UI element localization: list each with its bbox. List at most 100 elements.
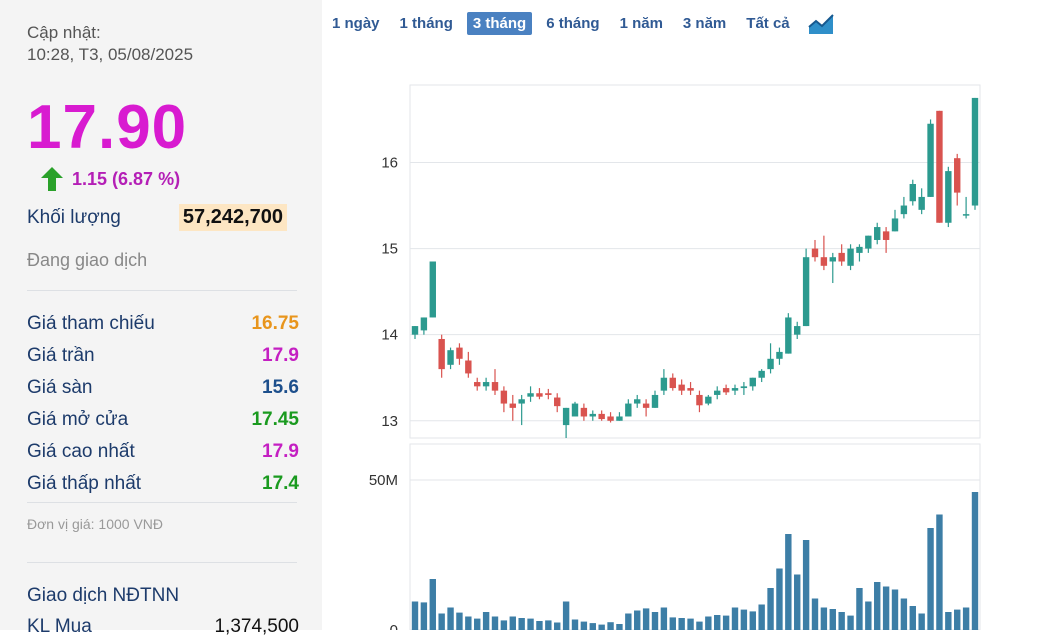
range-button[interactable]: 3 năm bbox=[682, 15, 727, 32]
volume-bar bbox=[829, 609, 836, 630]
volume-bar bbox=[545, 620, 552, 630]
volume-bar bbox=[847, 615, 854, 630]
volume-bar bbox=[429, 579, 436, 630]
stat-row: Giá thấp nhất 17.4 bbox=[27, 468, 299, 500]
volume-bar bbox=[687, 618, 694, 630]
range-button[interactable]: 6 tháng bbox=[546, 15, 600, 32]
candle-body bbox=[598, 413, 605, 420]
candle-body bbox=[731, 388, 739, 391]
price-change: 1.15 (6.87 %) bbox=[40, 166, 180, 192]
volume-bar bbox=[838, 612, 845, 630]
volume-bar bbox=[474, 618, 481, 630]
volume-bar bbox=[954, 609, 961, 630]
volume-bar bbox=[634, 610, 641, 630]
volume-bar bbox=[794, 574, 801, 630]
volume-bar bbox=[456, 612, 463, 630]
candle-body bbox=[882, 231, 890, 240]
volume-bar bbox=[971, 492, 979, 630]
volume-bar bbox=[607, 622, 614, 630]
candle-body bbox=[634, 399, 641, 404]
volume-bar bbox=[874, 582, 881, 630]
volume-bar bbox=[642, 608, 650, 630]
candle-body bbox=[714, 390, 721, 395]
candle-body bbox=[705, 396, 712, 404]
trading-status: Đang giao dịch bbox=[27, 250, 148, 270]
update-label: Cập nhật: bbox=[27, 23, 101, 42]
candle-body bbox=[740, 386, 748, 389]
update-time: 10:28, T3, 05/08/2025 bbox=[27, 45, 194, 64]
price-change-value: 1.15 (6.87 %) bbox=[72, 168, 181, 189]
range-button[interactable]: 1 tháng bbox=[399, 15, 453, 32]
range-button[interactable]: 1 năm bbox=[619, 15, 663, 32]
foreign-buy-label: KL Mua bbox=[27, 616, 92, 637]
volume-bar bbox=[554, 622, 561, 630]
stat-label: Giá thấp nhất bbox=[27, 473, 142, 494]
candle-body bbox=[865, 235, 872, 249]
area-chart-icon[interactable] bbox=[807, 12, 834, 35]
stat-value: 17.4 bbox=[262, 473, 299, 494]
stat-value: 17.45 bbox=[251, 409, 299, 430]
candle-body bbox=[669, 377, 676, 389]
volume-bar bbox=[491, 616, 499, 630]
volume-bar bbox=[714, 615, 721, 630]
volume-bar bbox=[598, 624, 605, 630]
volume-bar bbox=[705, 616, 712, 630]
candle-body bbox=[678, 384, 685, 391]
candle-body bbox=[820, 257, 828, 266]
candle-body bbox=[909, 184, 916, 202]
volume-bar bbox=[962, 607, 970, 630]
volume-bar bbox=[865, 601, 872, 630]
candle-body bbox=[722, 388, 730, 393]
stat-value: 16.75 bbox=[251, 313, 299, 334]
candle-body bbox=[420, 317, 428, 331]
price-unit-note: Đơn vị giá: 1000 VNĐ bbox=[27, 516, 164, 532]
stat-label: Giá cao nhất bbox=[27, 441, 135, 462]
candle-body bbox=[874, 227, 881, 240]
price-stats: Giá tham chiếu 16.75 Giá trần 17.9 Giá sàn 15… bbox=[27, 308, 299, 500]
volume-bar bbox=[731, 607, 739, 630]
candle-body bbox=[785, 317, 792, 354]
stat-value: 15.6 bbox=[262, 377, 299, 398]
volume-label: Khối lượng bbox=[27, 206, 121, 228]
candle-body bbox=[642, 403, 650, 408]
stat-row: Giá mở cửa 17.45 bbox=[27, 404, 299, 436]
foreign-buy-value: 1,374,500 bbox=[214, 616, 299, 637]
candle-body bbox=[687, 388, 694, 391]
volume-bar bbox=[927, 528, 934, 630]
candle-body bbox=[802, 257, 810, 327]
candle-body bbox=[491, 382, 499, 391]
foreign-trading-title: Giao dịch NĐTNN bbox=[27, 585, 180, 606]
range-button[interactable]: 1 ngày bbox=[332, 15, 380, 32]
candle-body bbox=[571, 403, 579, 417]
range-button[interactable]: Tất cả bbox=[746, 15, 790, 32]
candle-body bbox=[474, 382, 481, 387]
stat-label: Giá tham chiếu bbox=[27, 313, 155, 334]
volume-bar bbox=[900, 598, 908, 630]
price-tick-label: 14 bbox=[381, 327, 398, 344]
candle-body bbox=[811, 248, 819, 258]
candle-body bbox=[758, 370, 765, 378]
volume-bar bbox=[722, 615, 730, 630]
candle-body bbox=[482, 382, 490, 387]
candle-body bbox=[696, 394, 703, 406]
volume-bar bbox=[651, 612, 659, 630]
volume-bar bbox=[500, 620, 508, 630]
volume-bar bbox=[411, 601, 419, 630]
stat-label: Giá sàn bbox=[27, 377, 93, 398]
volume-bar bbox=[936, 514, 943, 630]
candle-body bbox=[536, 393, 543, 397]
candle-body bbox=[607, 416, 614, 421]
candle-body bbox=[554, 397, 561, 407]
volume-bar bbox=[616, 624, 623, 630]
divider bbox=[27, 290, 297, 291]
stat-label: Giá trần bbox=[27, 345, 95, 366]
volume-bar bbox=[589, 623, 596, 630]
range-button[interactable]: 3 tháng bbox=[466, 12, 533, 35]
range-selector: 1 ngày 1 tháng 3 tháng 6 tháng 1 năm 3 năm Tất… bbox=[326, 12, 834, 35]
volume-bar bbox=[749, 611, 756, 630]
candle-body bbox=[838, 252, 845, 262]
candle-body bbox=[856, 246, 863, 253]
volume-bar bbox=[785, 534, 792, 630]
volume-bar bbox=[802, 540, 810, 630]
candle-body bbox=[847, 248, 854, 266]
